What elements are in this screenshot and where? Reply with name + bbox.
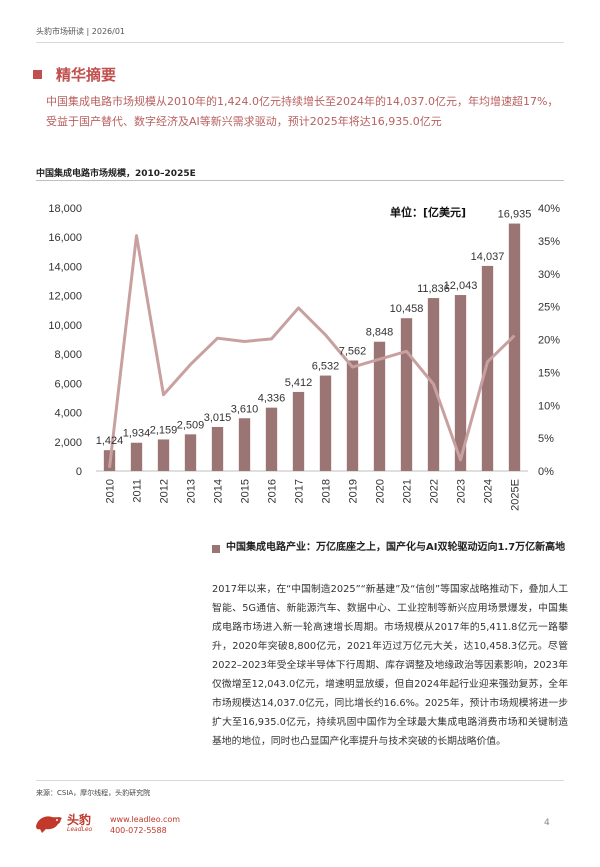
bar-data-label: 1,424: [96, 435, 124, 447]
category-label: 2011: [132, 479, 144, 503]
bar: [265, 407, 278, 471]
bar-data-label: 4,336: [258, 393, 286, 405]
right-axis-tick-label: 35%: [538, 236, 560, 248]
bar-data-label: 1,934: [123, 428, 151, 440]
page-number: 4: [544, 818, 550, 828]
bar-data-label: 3,015: [204, 412, 232, 424]
summary-text: 中国集成电路市场规模从2010年的1,424.0亿元持续增长至2024年的14,…: [46, 95, 559, 128]
bar-data-label: 7,562: [339, 346, 367, 358]
bar: [481, 265, 494, 471]
category-label: 2020: [375, 479, 387, 503]
category-label: 2014: [213, 479, 225, 503]
contact-info: www.leadleo.com 400-072-5588: [110, 814, 180, 836]
bar: [157, 439, 170, 471]
right-axis-tick-label: 5%: [538, 433, 554, 445]
right-axis-tick-label: 0%: [538, 466, 554, 478]
bar-data-label: 2,159: [150, 424, 178, 436]
bar-data-label: 14,037: [471, 251, 505, 263]
category-label: 2010: [105, 479, 117, 503]
left-axis-tick-label: 4,000: [54, 408, 82, 420]
footer-divider: [36, 780, 564, 781]
left-axis-tick-label: 10,000: [48, 320, 82, 332]
category-label: 2022: [429, 479, 441, 503]
bar: [373, 341, 386, 471]
body-paragraph: 2017年以来，在“中国制造2025”“新基建”及“信创”等国家战略推动下，叠加…: [212, 584, 568, 747]
category-label: 2019: [348, 479, 360, 503]
category-label: 2015: [240, 479, 252, 503]
bar: [130, 442, 143, 471]
right-axis-tick-label: 25%: [538, 302, 560, 314]
left-axis-tick-label: 14,000: [48, 261, 82, 273]
left-axis-tick-label: 0: [76, 466, 82, 478]
chart-title-divider: [36, 180, 564, 181]
bar-data-label: 3,610: [231, 403, 259, 415]
category-label: 2023: [456, 479, 468, 503]
bar: [454, 295, 467, 471]
bar: [292, 391, 305, 471]
section-marker-icon: [33, 70, 42, 79]
right-axis-tick-label: 40%: [538, 203, 560, 215]
unit-label: 单位：[亿美元]: [390, 206, 467, 219]
bar-data-label: 5,412: [285, 377, 313, 389]
chart-title: 中国集成电路市场规模，2010–2025E: [36, 169, 196, 179]
bar: [346, 360, 359, 471]
phone-number: 400-072-5588: [110, 826, 167, 835]
bar: [184, 434, 197, 471]
bar-data-label: 8,848: [366, 327, 394, 339]
category-label: 2012: [159, 479, 171, 503]
bar: [319, 375, 332, 471]
right-axis-tick-label: 15%: [538, 367, 560, 379]
leadleo-logo: 头豹 LeadLeo: [34, 812, 92, 834]
legend-marker-icon: [212, 545, 220, 553]
bar: [238, 418, 251, 471]
right-axis-tick-label: 30%: [538, 269, 560, 281]
section-subheading: 中国集成电路产业：万亿底座之上，国产化与AI双轮驱动迈向1.7万亿新高地: [226, 542, 566, 553]
website-link[interactable]: www.leadleo.com: [110, 815, 181, 824]
category-label: 2021: [402, 479, 414, 503]
category-label: 2018: [321, 479, 333, 503]
right-axis-tick-label: 10%: [538, 400, 560, 412]
left-axis-tick-label: 6,000: [54, 378, 82, 390]
logo-en: LeadLeo: [67, 825, 93, 833]
left-axis-tick-label: 8,000: [54, 349, 82, 361]
left-axis-tick-label: 12,000: [48, 291, 82, 303]
growth-rate-line: [108, 234, 516, 468]
bar-data-label: 6,532: [312, 361, 340, 373]
right-axis-tick-label: 20%: [538, 335, 560, 347]
header-text: 头豹市场研读 | 2026/01: [36, 27, 126, 36]
category-label: 2024: [483, 479, 495, 503]
bar-data-label: 2,509: [177, 419, 205, 431]
bar-data-label: 11,836: [417, 283, 450, 295]
category-label: 2016: [267, 479, 279, 503]
bar: [211, 426, 224, 471]
category-label: 2025E: [510, 479, 522, 511]
left-axis-tick-label: 18,000: [48, 203, 82, 215]
section-title: 精华摘要: [56, 66, 117, 84]
logo-cn: 头豹: [67, 812, 92, 827]
left-axis-tick-label: 2,000: [54, 437, 82, 449]
source-note: 来源：CSIA，摩尔线程，头豹研究院: [36, 789, 151, 797]
market-size-chart: 0 2,000 4,000 6,000 8,000 10,000 12,000 14,000 1…: [48, 203, 560, 511]
bar-data-label: 10,458: [390, 303, 424, 315]
leopard-logo-icon: [36, 816, 62, 833]
bar-data-label: 16,935: [498, 209, 532, 221]
bar: [508, 223, 521, 471]
bar-data-label: 12,043: [444, 280, 478, 292]
header-divider: [36, 42, 564, 43]
left-axis-tick-label: 16,000: [48, 232, 82, 244]
category-label: 2013: [186, 479, 198, 503]
bar: [400, 318, 413, 471]
category-label: 2017: [294, 479, 306, 503]
